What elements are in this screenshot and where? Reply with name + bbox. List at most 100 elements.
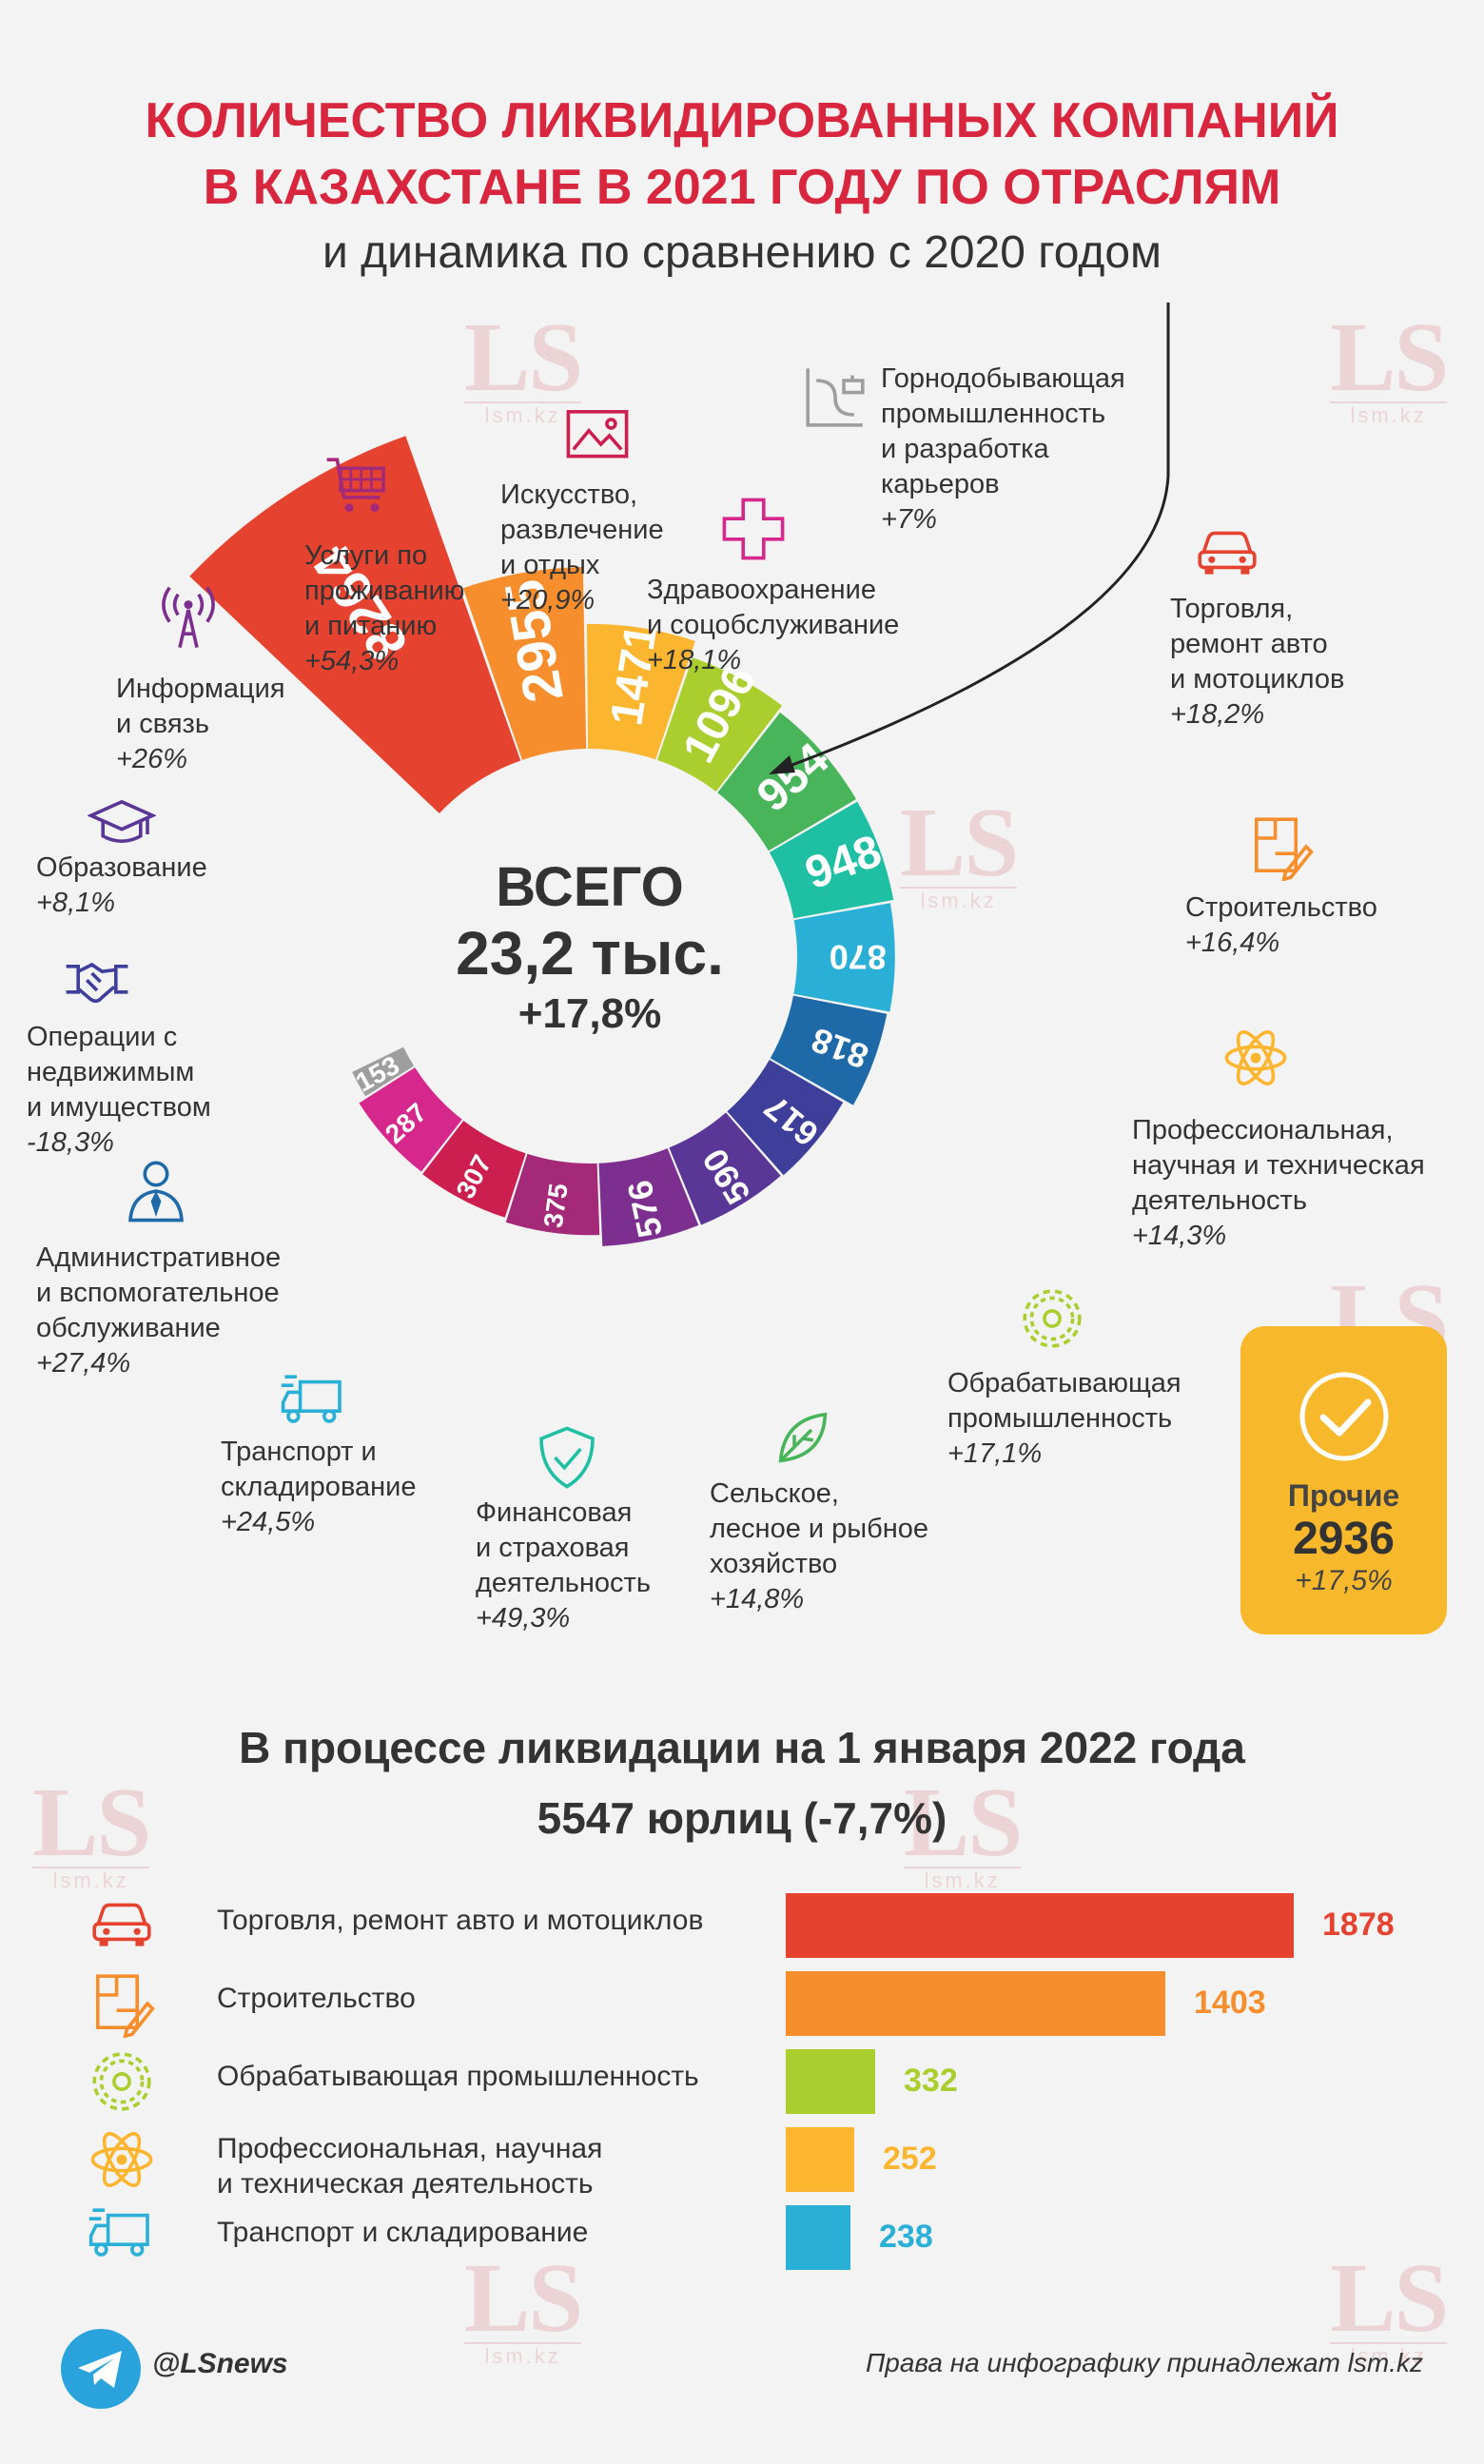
total-label: ВСЕГО	[496, 856, 684, 918]
category-label: Профессиональная, научная и техническая де…	[1132, 1113, 1425, 1254]
category-label-line: Профессиональная,	[1132, 1115, 1394, 1145]
total-value: 23,2 тыс.	[456, 919, 724, 988]
car-icon	[92, 1903, 151, 1946]
category-label-line: и вспомогательное	[36, 1278, 280, 1308]
bar-category-label: Обрабатывающая промышленность	[217, 2059, 699, 2094]
wheel-segment	[769, 801, 894, 919]
category-label-line: ремонт авто	[1170, 629, 1328, 659]
category-label-line: Обрабатывающая	[947, 1368, 1181, 1398]
total-summary: ВСЕГО 23,2 тыс. +17,8%	[400, 856, 780, 1041]
category-label: Торговля, ремонт авто и мотоциклов +18,2%	[1170, 592, 1344, 733]
bar	[786, 2049, 875, 2114]
bar-category-label-line: Профессиональная, научная	[217, 2133, 603, 2164]
bar-category-label: Торговля, ремонт авто и мотоциклов	[217, 1903, 703, 1938]
bar-category-label-line: и техническая деятельность	[217, 2168, 594, 2200]
category-label: Финансовая и страховая деятельность +49,3%	[476, 1496, 651, 1636]
category-label-line: промышленность	[947, 1403, 1173, 1434]
bar-value-label: 1878	[1322, 1907, 1395, 1943]
category-change: -18,3%	[27, 1127, 114, 1158]
category-label-line: Административное	[36, 1242, 282, 1273]
bar-category-label: Строительство	[217, 1981, 416, 2016]
chart-subtitle: и динамика по сравнению с 2020 годом	[322, 227, 1162, 278]
leaf-icon	[778, 1412, 828, 1463]
wheel-segment	[586, 623, 695, 760]
category-label: Услуги по проживанию и питанию +54,3%	[304, 538, 464, 679]
category-label-line: научная и техническая	[1132, 1150, 1425, 1181]
truck-icon	[88, 2208, 149, 2257]
bar-value-label: 238	[879, 2219, 933, 2255]
bar-category-label: Транспорт и складирование	[217, 2215, 588, 2250]
category-label-line: развлечение	[500, 515, 664, 545]
wheel-segment	[359, 1067, 462, 1172]
antenna-icon	[162, 586, 215, 648]
title-line-1: КОЛИЧЕСТВО ЛИКВИДИРОВАННЫХ КОМПАНИЙ	[145, 93, 1339, 148]
category-label-line: Торговля,	[1170, 594, 1294, 624]
gear-icon	[1023, 1289, 1082, 1348]
cart-icon	[326, 458, 385, 513]
picture-icon	[566, 410, 629, 459]
category-label: Сельское, лесное и рыбное хозяйство +14,8%	[710, 1476, 928, 1617]
category-label-line: Транспорт и	[221, 1437, 377, 1467]
wheel-segment	[505, 1153, 600, 1236]
category-label-line: и разработка	[881, 434, 1049, 464]
category-label-line: Горнодобывающая	[881, 363, 1125, 394]
pointer-arrow	[781, 303, 1170, 771]
category-label-line: промышленность	[881, 399, 1106, 429]
category-change: +8,1%	[36, 888, 116, 918]
category-label-line: Здравоохранение	[647, 575, 876, 605]
category-label-line: складирование	[221, 1472, 417, 1502]
person-icon	[128, 1161, 184, 1222]
section-title: В процессе ликвидации на 1 января 2022 г…	[0, 1712, 1484, 1853]
category-label-line: Операции с	[27, 1022, 178, 1052]
mining-icon	[806, 368, 865, 427]
wheel-segment	[727, 1060, 844, 1176]
category-label: Обрабатывающая промышленность +17,1%	[947, 1366, 1181, 1472]
bar	[786, 2205, 850, 2270]
category-change: +14,8%	[710, 1584, 805, 1614]
category-label-line: хозяйство	[710, 1549, 838, 1579]
category-label: Строительство +16,4%	[1185, 890, 1377, 961]
category-label-line: проживанию	[304, 576, 465, 606]
category-label-line: Образование	[36, 852, 207, 883]
atom-icon	[1224, 1030, 1287, 1085]
radial-bar-chart: 8264 2955 1471 1096954948870818617590576375…	[189, 303, 1170, 1246]
category-label: Образование +8,1%	[36, 851, 207, 921]
wheel-segment	[793, 903, 895, 1012]
others-label: Прочие	[1287, 1478, 1400, 1513]
category-label: Операции с недвижимым и имуществом -18,3%	[27, 1020, 211, 1161]
segment-value-label: 870	[830, 938, 887, 977]
bar	[786, 1893, 1294, 1958]
category-change: +17,1%	[947, 1438, 1043, 1469]
check-circle-icon	[1299, 1372, 1389, 1461]
category-label-line: недвижимым	[27, 1057, 195, 1087]
chart-title: КОЛИЧЕСТВО ЛИКВИДИРОВАННЫХ КОМПАНИЙ В КА…	[0, 88, 1484, 221]
category-label-line: Услуги по	[304, 540, 428, 571]
wheel-segment	[656, 657, 783, 792]
bar-value-label: 252	[883, 2141, 937, 2177]
blueprint-icon	[96, 1974, 155, 2038]
wheel-segment	[422, 1120, 526, 1218]
gear-icon	[92, 2052, 151, 2111]
category-label-line: лесное и рыбное	[710, 1514, 928, 1544]
category-label-line: и мотоциклов	[1170, 664, 1345, 694]
category-label-line: и питанию	[304, 611, 438, 641]
category-label-line: и имуществом	[27, 1092, 211, 1123]
telegram-handle: @LSnews	[152, 2348, 288, 2379]
blueprint-icon	[1255, 817, 1314, 881]
category-label-line: и соцобслуживание	[647, 610, 900, 640]
category-label-line: и отдых	[500, 550, 600, 580]
category-change: +18,1%	[647, 645, 742, 675]
wheel-segment	[352, 1046, 415, 1097]
category-label-line: и связь	[116, 709, 209, 739]
segment-value-label: 375	[538, 1182, 574, 1229]
wheel-segment	[717, 712, 857, 851]
category-label: Искусство, развлечение и отдых +20,9%	[500, 478, 664, 618]
atom-icon	[90, 2132, 153, 2187]
bar-category-label-line: Транспорт и складирование	[217, 2217, 589, 2248]
truck-icon	[281, 1375, 342, 1423]
